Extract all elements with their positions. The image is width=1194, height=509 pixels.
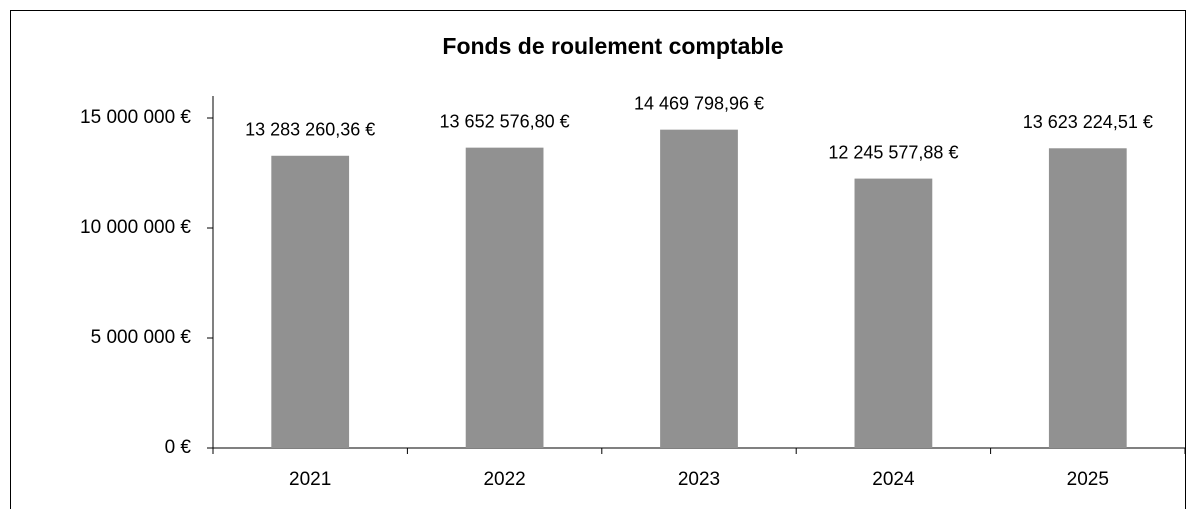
y-tick-label: 15 000 000 € (80, 107, 191, 128)
x-tick-label: 2025 (1067, 469, 1109, 490)
bar (271, 155, 350, 449)
value-label: 13 283 260,36 € (245, 120, 375, 140)
value-label: 13 652 576,80 € (440, 111, 570, 131)
bar (1048, 148, 1127, 448)
bar (854, 178, 933, 448)
chart-title: Fonds de roulement comptable (442, 33, 783, 59)
y-tick-label: 0 € (165, 437, 192, 458)
value-label: 13 623 224,51 € (1023, 112, 1153, 132)
x-tick-label: 2021 (289, 469, 331, 490)
x-tick-label: 2022 (483, 469, 525, 490)
chart-frame (10, 10, 1186, 509)
value-label: 14 469 798,96 € (634, 93, 764, 113)
x-tick-label: 2023 (678, 469, 720, 490)
y-tick-label: 10 000 000 € (80, 217, 191, 238)
x-tick-label: 2024 (872, 469, 915, 490)
value-label: 12 245 577,88 € (828, 142, 958, 162)
y-tick-label: 5 000 000 € (91, 327, 192, 348)
bar (465, 147, 544, 448)
bar (660, 129, 738, 448)
